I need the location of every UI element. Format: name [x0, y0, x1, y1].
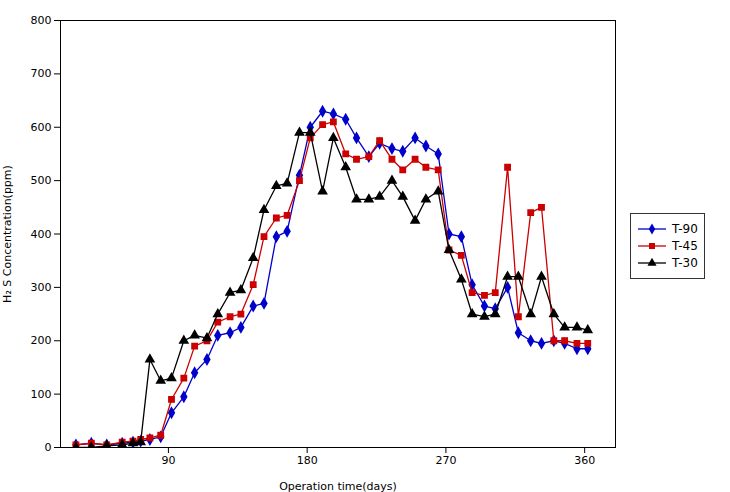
- svg-text:180: 180: [297, 454, 318, 467]
- html-text:T-90: T-90: [672, 222, 698, 236]
- svg-text:600: 600: [31, 121, 52, 134]
- svg-text:800: 800: [31, 14, 52, 27]
- svg-text:Operation time(days): Operation time(days): [279, 480, 397, 492]
- svg-text:H₂ S Concentration(ppm): H₂ S Concentration(ppm): [1, 165, 14, 303]
- svg-text:100: 100: [31, 388, 52, 401]
- svg-text:500: 500: [31, 174, 52, 187]
- svg-text:700: 700: [31, 67, 52, 80]
- svg-text:270: 270: [435, 454, 456, 467]
- html-text:T-45: T-45: [672, 239, 698, 253]
- html-text:T-30: T-30: [672, 256, 698, 270]
- svg-text:0: 0: [45, 441, 52, 454]
- svg-text:200: 200: [31, 334, 52, 347]
- svg-text:90: 90: [161, 454, 175, 467]
- svg-text:360: 360: [574, 454, 595, 467]
- svg-text:400: 400: [31, 228, 52, 241]
- svg-text:300: 300: [31, 281, 52, 294]
